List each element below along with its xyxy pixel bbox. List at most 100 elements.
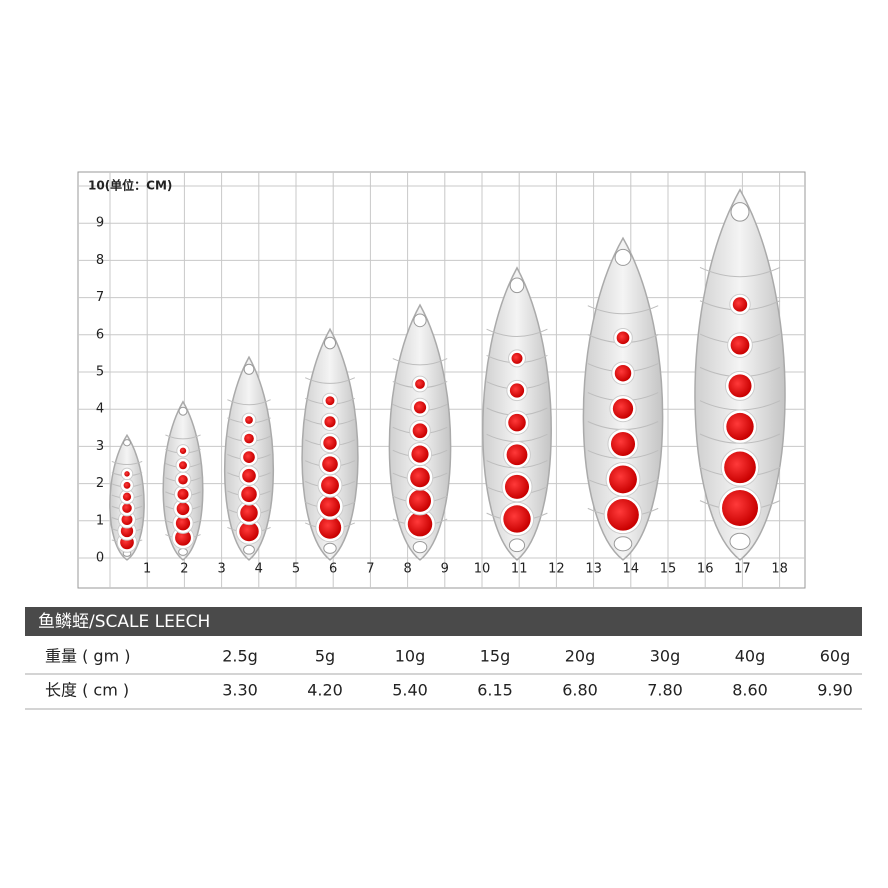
red-dot xyxy=(121,514,133,526)
row-label: 重量 ( gm ) xyxy=(45,647,131,666)
lure-scale xyxy=(392,358,448,366)
table-cell: 20g xyxy=(565,647,596,666)
lure-eyelet xyxy=(323,336,337,350)
lure-eyelet xyxy=(243,544,255,555)
table-cell: 15g xyxy=(480,647,511,666)
row-label: 长度 ( cm ) xyxy=(45,681,129,700)
x-label: 15 xyxy=(660,562,677,577)
red-dot xyxy=(319,496,341,517)
red-dot xyxy=(323,436,337,450)
lure-scale xyxy=(486,328,548,337)
red-dot xyxy=(240,504,258,522)
red-dot xyxy=(241,486,257,503)
x-label: 18 xyxy=(771,562,788,577)
y-label: 2 xyxy=(96,476,104,491)
red-dot xyxy=(612,398,634,419)
x-label: 11 xyxy=(511,562,528,577)
x-label: 13 xyxy=(585,562,602,577)
table-cell: 6.15 xyxy=(477,681,513,700)
x-label: 17 xyxy=(734,562,751,577)
table-cell: 2.5g xyxy=(222,647,258,666)
table-cell: 9.90 xyxy=(817,681,853,700)
red-dot xyxy=(508,413,526,432)
red-dot xyxy=(243,451,255,463)
lure-eyelet xyxy=(243,363,255,375)
lures xyxy=(109,188,786,561)
red-dot xyxy=(324,416,336,428)
red-dot xyxy=(242,468,256,483)
red-dot xyxy=(318,516,342,539)
x-label: 12 xyxy=(548,562,565,577)
lure-scale xyxy=(227,399,271,406)
lure-eyelet xyxy=(123,439,131,447)
red-dot xyxy=(124,471,130,477)
red-dot xyxy=(122,503,132,513)
red-dot xyxy=(511,352,523,364)
x-label: 16 xyxy=(697,562,714,577)
red-dot xyxy=(503,505,531,533)
red-dot xyxy=(176,502,190,516)
lure-scale xyxy=(699,266,781,278)
lure-eyelet xyxy=(178,547,188,556)
red-dot xyxy=(610,431,636,457)
red-dot xyxy=(411,445,429,463)
table-cell: 6.80 xyxy=(562,681,598,700)
y-label: 4 xyxy=(96,402,104,417)
y-label: 5 xyxy=(96,365,104,380)
table-cell: 5g xyxy=(315,647,335,666)
lure-eyelet xyxy=(729,532,751,550)
red-dot xyxy=(321,476,339,495)
red-dot xyxy=(244,433,254,444)
red-dot xyxy=(325,396,335,406)
table-cell: 7.80 xyxy=(647,681,683,700)
red-dot xyxy=(732,297,748,312)
red-dot xyxy=(504,474,530,499)
y-label: 3 xyxy=(96,439,104,454)
table-title: 鱼鳞蛭/SCALE LEECH xyxy=(38,612,210,632)
x-label: 2 xyxy=(180,562,188,577)
red-dot xyxy=(415,379,425,389)
red-dot xyxy=(413,401,427,414)
x-label: 4 xyxy=(255,562,263,577)
x-label: 9 xyxy=(441,562,449,577)
red-dot xyxy=(123,481,131,489)
red-dot xyxy=(616,331,630,345)
table-cell: 30g xyxy=(650,647,681,666)
table-cell: 40g xyxy=(735,647,766,666)
red-dot xyxy=(245,416,253,424)
y-label: 8 xyxy=(96,253,104,268)
red-dot xyxy=(178,475,188,485)
lure-eyelet xyxy=(178,406,188,416)
lure-eyelet xyxy=(508,538,526,553)
red-dot xyxy=(122,492,132,501)
x-label: 8 xyxy=(403,562,411,577)
table-cell: 8.60 xyxy=(732,681,768,700)
table-cell: 60g xyxy=(820,647,851,666)
red-dot xyxy=(724,451,756,484)
red-dot xyxy=(175,516,191,531)
y-label: 1 xyxy=(96,513,104,528)
red-dot xyxy=(322,456,338,472)
red-dot xyxy=(179,461,187,470)
red-dot xyxy=(722,490,758,527)
lure-eyelet xyxy=(613,536,633,552)
red-dot xyxy=(410,467,430,488)
y-label: 0 xyxy=(96,551,104,566)
lure-scale xyxy=(304,377,356,384)
red-dot xyxy=(509,383,525,398)
unit-label: 10(单位：CM) xyxy=(88,178,172,193)
x-label: 6 xyxy=(329,562,337,577)
y-label: 7 xyxy=(96,290,104,305)
red-dot xyxy=(614,364,632,382)
y-label: 6 xyxy=(96,327,104,342)
red-dot xyxy=(239,521,259,542)
y-label: 9 xyxy=(96,216,104,231)
x-label: 1 xyxy=(143,562,151,577)
red-dot xyxy=(607,498,639,531)
lure-eyelet xyxy=(509,277,525,294)
table-cell: 10g xyxy=(395,647,426,666)
red-dot xyxy=(506,444,528,466)
lure-eyelet xyxy=(323,542,337,554)
